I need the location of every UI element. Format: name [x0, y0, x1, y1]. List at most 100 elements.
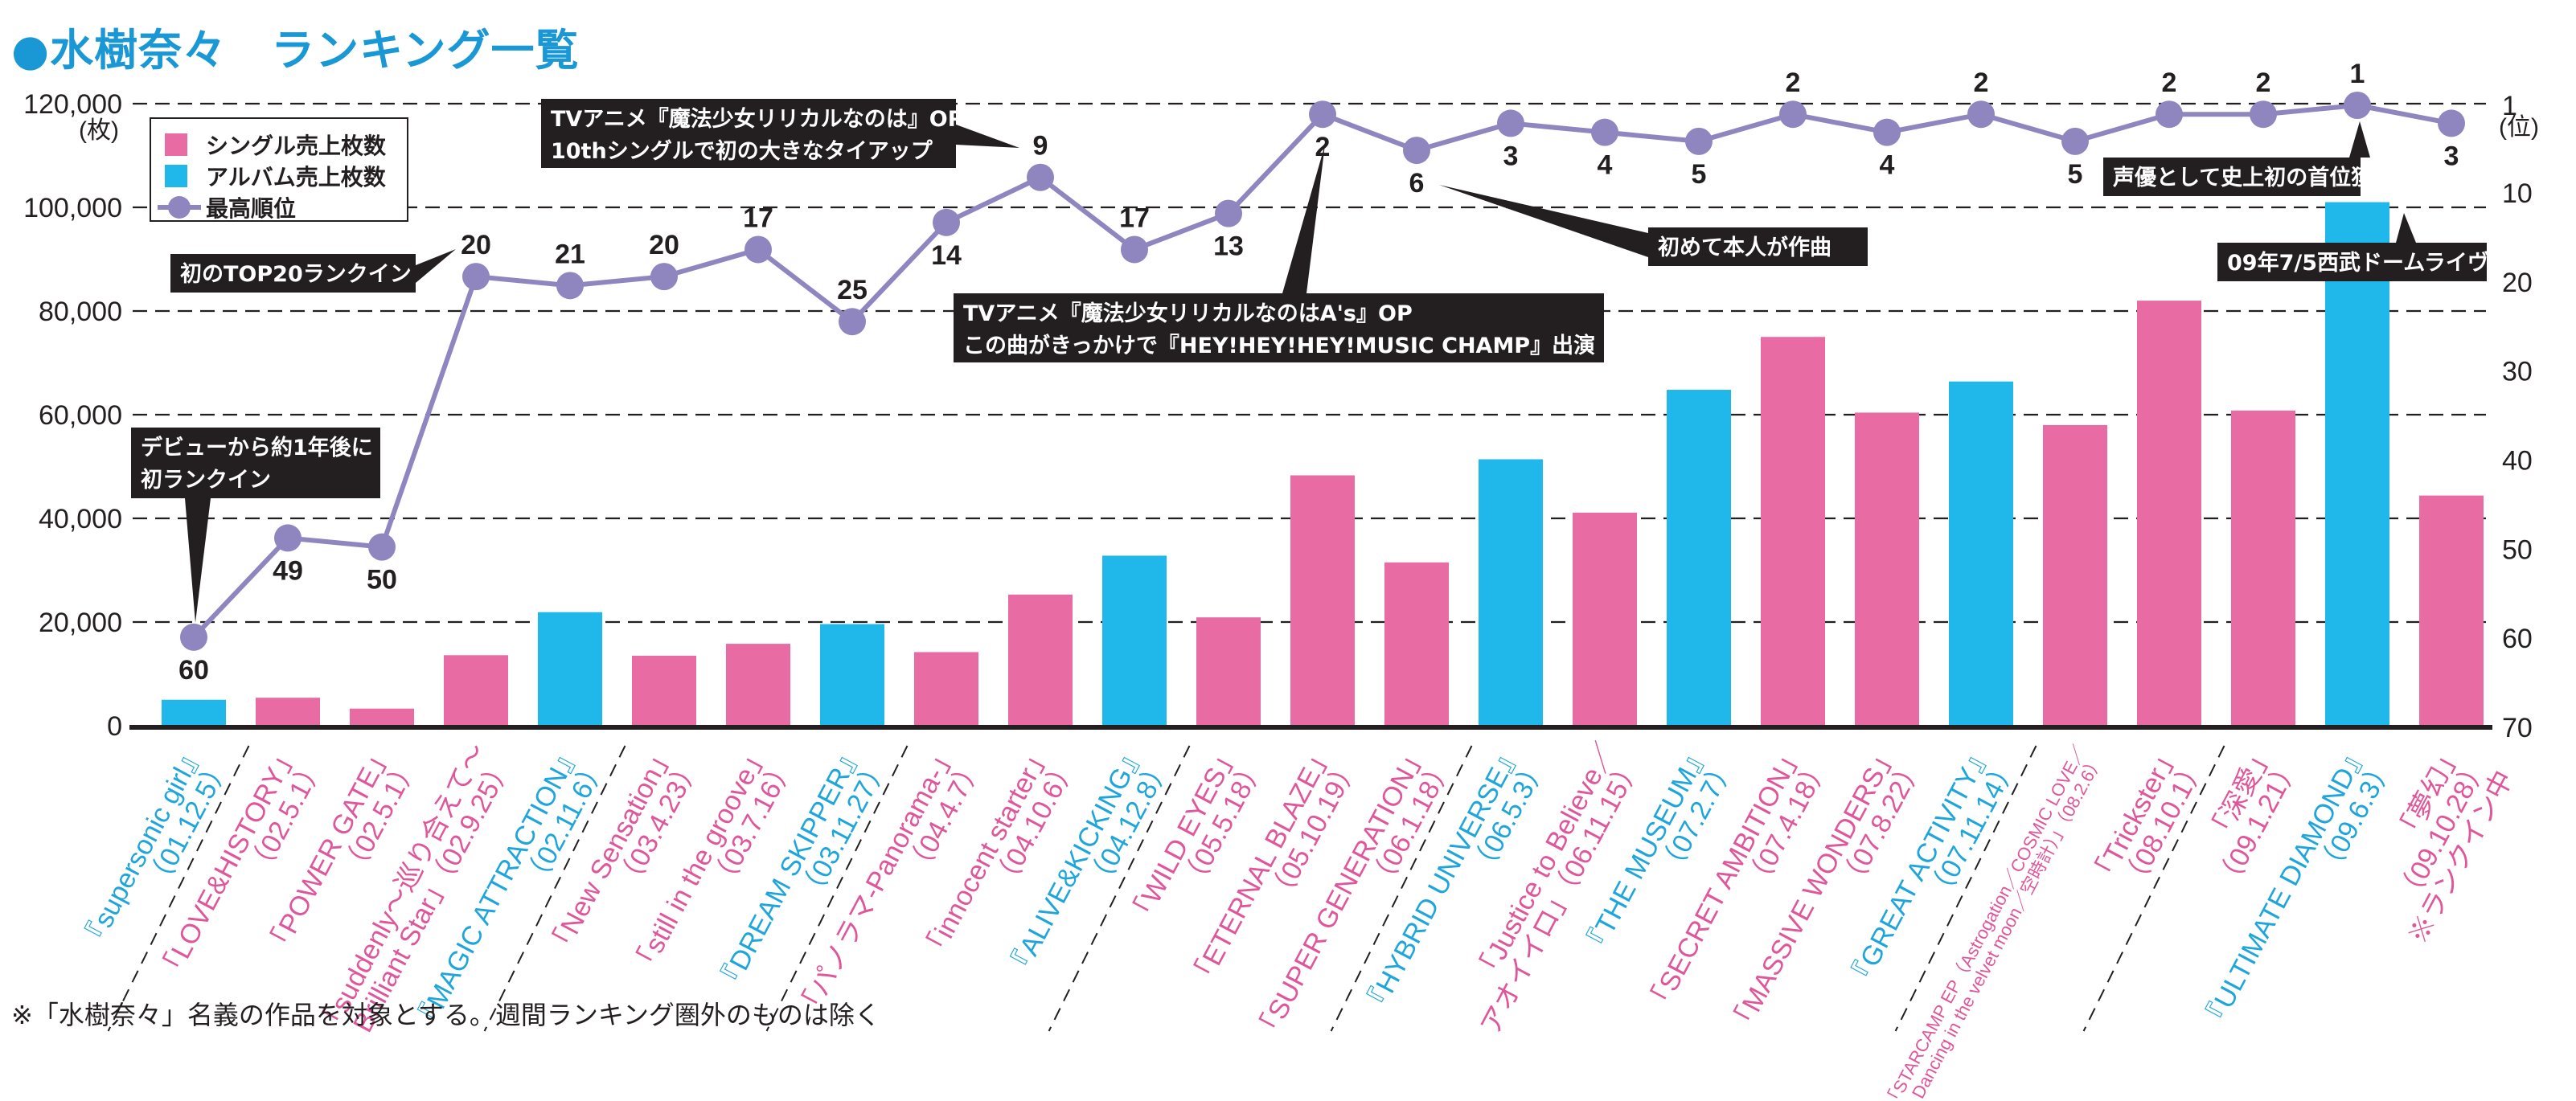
legend-box — [150, 117, 408, 222]
rank-value-label: 13 — [1213, 231, 1244, 262]
legend-swatch-single — [165, 133, 187, 156]
rank-value-label: 4 — [1880, 150, 1895, 181]
callout-text: TVアニメ『魔法少女リリカルなのは』OP — [551, 106, 964, 132]
rank-value-label: 6 — [1409, 168, 1425, 199]
callout-text: 初めて本人が作曲 — [1658, 235, 1832, 260]
bar-album — [538, 612, 602, 726]
rank-value-label: 21 — [555, 239, 585, 269]
callout-box — [170, 254, 416, 293]
rank-value-label: 17 — [743, 203, 773, 233]
left-tick-label: 60,000 — [39, 400, 122, 431]
rank-value-label: 17 — [1119, 203, 1150, 233]
legend-rank-marker — [168, 196, 191, 219]
legend-swatch-album — [165, 165, 187, 187]
callout-text: デビューから約1年後に — [141, 435, 373, 460]
callout-text: 声優として史上初の首位獲得 — [2113, 165, 2394, 190]
rank-point — [2250, 100, 2277, 129]
rank-point — [744, 235, 772, 264]
callout-box — [2217, 243, 2487, 281]
rank-value-label: 4 — [1598, 150, 1613, 181]
bar-single — [2231, 410, 2295, 726]
year-separator — [2082, 745, 2225, 1032]
rank-value-label: 3 — [1503, 141, 1519, 171]
bar-single — [1196, 617, 1261, 726]
rank-point — [1309, 100, 1336, 129]
rank-point — [1027, 163, 1054, 191]
year-separator — [1048, 745, 1191, 1032]
bar-album — [1479, 459, 1543, 726]
legend-label: シングル売上枚数 — [206, 133, 387, 159]
callout-pointer — [956, 125, 1019, 148]
left-axis-unit: (枚) — [79, 117, 119, 144]
rank-value-label: 14 — [931, 240, 962, 271]
bar-single — [444, 655, 508, 726]
right-tick-label: 40 — [2502, 446, 2533, 477]
rank-point — [1215, 199, 1242, 227]
year-separator — [107, 745, 250, 1032]
bar-single — [726, 644, 790, 726]
right-tick-label: 70 — [2502, 713, 2533, 743]
rank-point — [2438, 109, 2465, 137]
bar-album — [2325, 202, 2389, 726]
right-tick-label: 10 — [2502, 178, 2533, 209]
year-separator — [483, 745, 626, 1032]
rank-value-label: 2 — [2162, 68, 2177, 98]
right-tick-label: 20 — [2502, 268, 2533, 298]
right-tick-label: 50 — [2502, 534, 2533, 565]
right-tick-label: 30 — [2502, 357, 2533, 387]
rank-point — [933, 208, 960, 236]
rank-value-label: 9 — [1033, 131, 1048, 162]
rank-value-label: 5 — [2068, 159, 2083, 190]
rank-value-label: 20 — [461, 230, 491, 260]
annotation-callout: 初めて本人が作曲 — [1439, 185, 1868, 266]
legend-label: アルバム売上枚数 — [206, 164, 387, 190]
bar-album — [820, 624, 884, 726]
left-tick-label: 20,000 — [39, 608, 122, 638]
annotation-callout: 09年7/5西武ドームライヴ — [2217, 213, 2489, 281]
rank-value-label: 25 — [837, 275, 868, 305]
bar-single — [2137, 301, 2201, 726]
rank-value-label: 50 — [367, 565, 397, 596]
callout-box — [954, 293, 1604, 362]
callout-text: 10thシングルで初の大きなタイアップ — [551, 138, 933, 164]
callout-text: この曲がきっかけで『HEY!HEY!HEY!MUSIC CHAMP』出演 — [963, 333, 1595, 358]
year-separator — [1330, 745, 1473, 1032]
rank-point — [839, 308, 866, 336]
left-tick-label: 0 — [107, 711, 122, 742]
bar-single — [2419, 495, 2484, 726]
bar-single — [1761, 337, 1825, 726]
rank-point — [1779, 100, 1807, 129]
rank-point — [274, 524, 301, 552]
rank-point — [1497, 109, 1524, 137]
rank-value-label: 2 — [1315, 132, 1331, 162]
rank-point — [1873, 118, 1901, 146]
right-tick-label: 1 — [2502, 91, 2517, 121]
bar-single — [1573, 512, 1637, 726]
callout-box — [541, 99, 956, 168]
rank-point — [2156, 100, 2183, 129]
footnote: ※「水樹奈々」名義の作品を対象とする。週間ランキング圏外のものは除く — [11, 1000, 880, 1030]
rank-point — [1121, 235, 1148, 264]
rank-point — [1591, 118, 1618, 146]
rank-point — [1685, 127, 1713, 155]
rank-point — [180, 623, 207, 651]
bar-single — [350, 708, 414, 726]
bar-single — [1855, 412, 1919, 726]
rank-point — [650, 263, 678, 291]
annotation-callout: 声優として史上初の首位獲得 — [2103, 121, 2394, 196]
callout-box — [1648, 227, 1868, 266]
bar-single — [1008, 594, 1073, 726]
bar-single — [2043, 424, 2107, 726]
rank-point — [2061, 127, 2089, 155]
legend-label: 最高順位 — [206, 195, 296, 222]
bar-single — [914, 652, 978, 726]
callout-text: 09年7/5西武ドームライヴ — [2227, 250, 2489, 276]
callout-pointer — [1439, 185, 1648, 257]
year-separator — [1894, 745, 2037, 1032]
bar-album — [1949, 381, 2013, 726]
rank-point — [1967, 100, 1995, 129]
